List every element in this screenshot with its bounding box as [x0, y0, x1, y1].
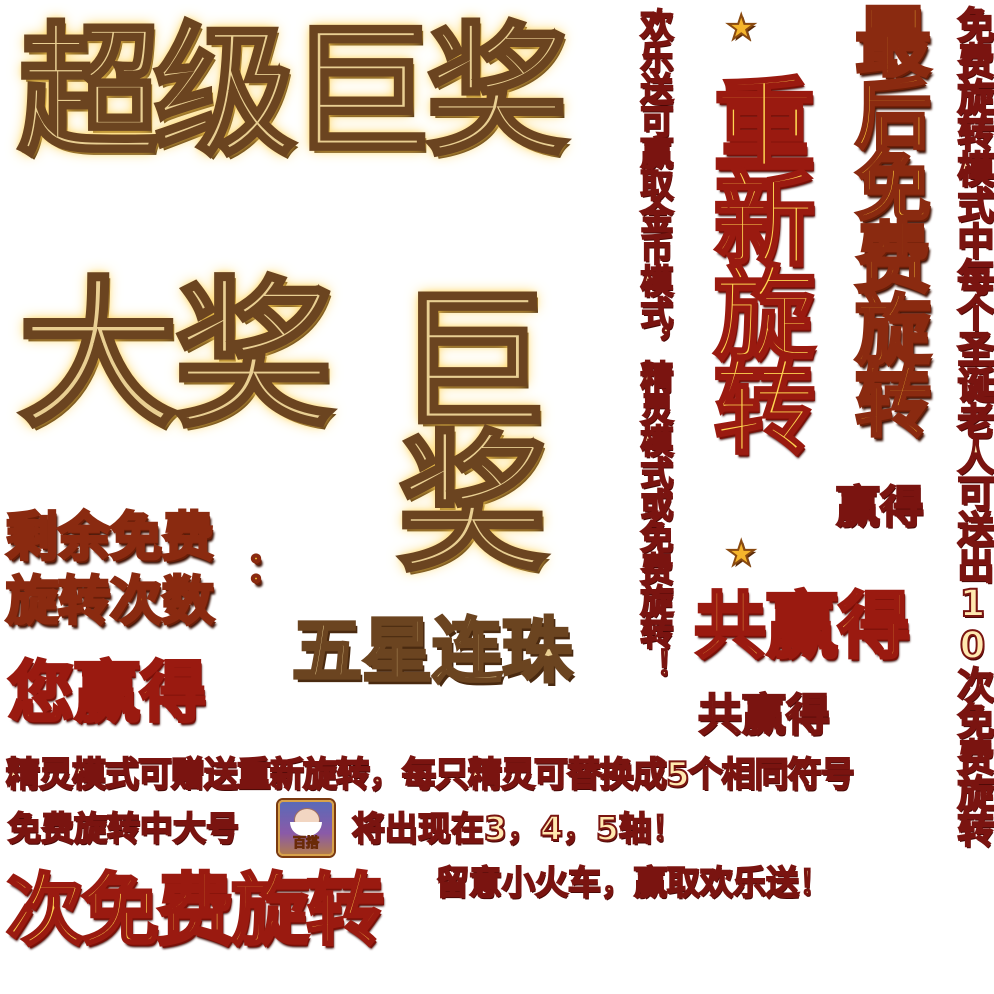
remaining-free-colon: ： [245, 545, 288, 591]
train-hint-text: 留意小火车，赢取欢乐送！ [435, 863, 833, 902]
wild-icon-label: 百搭 [292, 836, 319, 852]
santa-wild-icon: 百搭 [278, 800, 334, 856]
respin-title: 重新旋转 [695, 71, 817, 450]
big-jackpot-title: 大奖 [16, 262, 336, 449]
super-jackpot-title: 超级巨奖 [16, 10, 570, 175]
remaining-free-label-line1: 剩余免费 [4, 508, 215, 568]
win-small-label: 赢得 [835, 482, 925, 533]
star-icon: ★ [725, 7, 758, 49]
you-win-title: 您赢得 [7, 654, 208, 731]
spirit-mode-text: 精灵模式可赠送重新旋转，每只精灵可替换成5个相同符号 [5, 755, 856, 795]
remaining-free-label-line2: 旋转次数 [4, 572, 215, 632]
total-win-title: 共赢得 [692, 584, 911, 668]
total-win-small-label: 共赢得 [697, 690, 831, 741]
times-free-spin-title: 次免费旋转 [4, 866, 385, 956]
free-spin-big-symbol-suffix: 将出现在3，4，5轴！ [351, 809, 686, 848]
santa-free-spin-vertical-text: 免费旋转模式中每个圣诞老人可送出10次免费旋转 [950, 5, 994, 847]
last-free-spin-title: 最后免费旋转 [841, 1, 933, 436]
happy-send-modes-vertical-text: 欢乐送可赢取金币模式，精灵模式或免费旋转！ [634, 7, 675, 681]
huge-jackpot-title: 巨奖 [370, 280, 548, 568]
five-star-title: 五星连珠 [291, 610, 574, 692]
free-spin-big-symbol-prefix: 免费旋转中大号 [7, 809, 240, 848]
star-icon: ★ [725, 533, 758, 575]
